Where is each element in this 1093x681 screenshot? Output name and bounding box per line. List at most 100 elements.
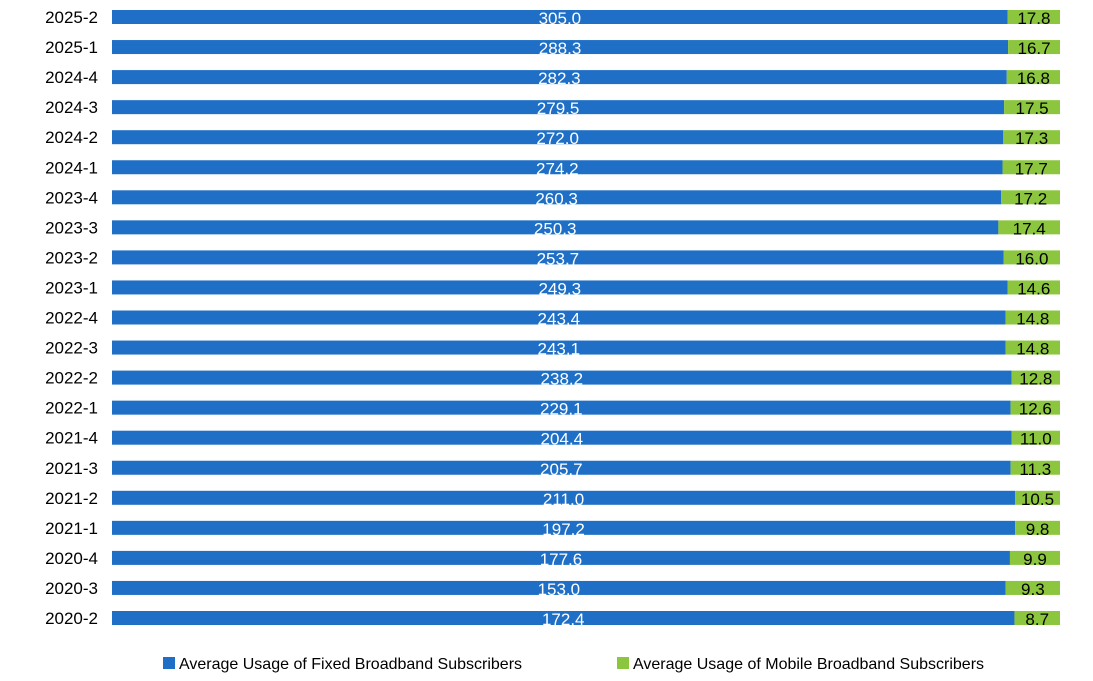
data-label-mobile: 11.0 bbox=[1020, 430, 1052, 449]
data-label-fixed: 282.3 bbox=[538, 69, 581, 88]
data-label-mobile: 14.6 bbox=[1017, 279, 1050, 298]
bar-mobile-2023-4 bbox=[1001, 190, 1060, 205]
bar-fixed-2021-4 bbox=[112, 430, 1012, 445]
data-label-fixed: 253.7 bbox=[537, 249, 580, 268]
category-label: 2021-4 bbox=[45, 429, 98, 448]
category-label: 2022-2 bbox=[45, 369, 98, 388]
category-label: 2020-4 bbox=[45, 549, 98, 568]
bar-fixed-2023-1 bbox=[112, 280, 1008, 295]
legend-label-mobile: Average Usage of Mobile Broadband Subscr… bbox=[633, 656, 984, 673]
category-label: 2021-3 bbox=[45, 459, 98, 478]
bar-fixed-2024-2 bbox=[112, 130, 1004, 145]
legend: Average Usage of Fixed Broadband Subscri… bbox=[163, 656, 984, 673]
data-label-fixed: 177.6 bbox=[540, 550, 583, 569]
data-label-mobile: 12.8 bbox=[1019, 370, 1052, 389]
bar-mobile-2020-3 bbox=[1005, 580, 1060, 595]
data-label-fixed: 305.0 bbox=[539, 9, 582, 28]
bar-mobile-2022-3 bbox=[1005, 340, 1060, 355]
legend-label-fixed: Average Usage of Fixed Broadband Subscri… bbox=[179, 656, 522, 673]
category-label: 2024-4 bbox=[45, 68, 98, 87]
bar-fixed-2024-3 bbox=[112, 100, 1005, 115]
data-label-fixed: 197.2 bbox=[542, 520, 585, 539]
data-label-fixed: 229.1 bbox=[540, 400, 583, 419]
bar-mobile-2024-1 bbox=[1002, 160, 1060, 175]
bar-mobile-2020-4 bbox=[1009, 550, 1060, 565]
bar-mobile-2021-4 bbox=[1011, 430, 1060, 445]
bar-fixed-2024-1 bbox=[112, 160, 1003, 175]
bar-fixed-2022-3 bbox=[112, 340, 1006, 355]
bar-fixed-2022-2 bbox=[112, 370, 1012, 385]
data-label-mobile: 11.3 bbox=[1019, 460, 1051, 479]
bar-mobile-2025-1 bbox=[1008, 40, 1060, 55]
data-label-fixed: 172.4 bbox=[542, 610, 585, 629]
data-label-mobile: 9.9 bbox=[1023, 550, 1047, 569]
bar-mobile-2021-3 bbox=[1010, 460, 1060, 475]
data-label-mobile: 14.8 bbox=[1016, 310, 1049, 329]
data-label-mobile: 17.8 bbox=[1017, 9, 1050, 28]
data-label-fixed: 288.3 bbox=[539, 39, 582, 58]
bar-fixed-2020-4 bbox=[112, 550, 1010, 565]
category-label: 2022-1 bbox=[45, 399, 98, 418]
bars-group bbox=[112, 10, 1060, 625]
category-label: 2023-4 bbox=[45, 188, 98, 207]
data-label-mobile: 12.6 bbox=[1019, 400, 1052, 419]
category-label: 2024-3 bbox=[45, 98, 98, 117]
data-label-fixed: 238.2 bbox=[541, 370, 584, 389]
category-label: 2020-3 bbox=[45, 579, 98, 598]
bar-mobile-2021-1 bbox=[1015, 520, 1060, 535]
data-label-mobile: 17.4 bbox=[1013, 219, 1046, 238]
bar-fixed-2022-4 bbox=[112, 310, 1006, 325]
data-label-mobile: 8.7 bbox=[1025, 610, 1049, 629]
data-label-fixed: 204.4 bbox=[541, 430, 584, 449]
category-label: 2025-1 bbox=[45, 38, 98, 57]
data-label-mobile: 17.7 bbox=[1015, 159, 1048, 178]
bar-mobile-2024-3 bbox=[1004, 100, 1060, 115]
bar-mobile-2024-2 bbox=[1003, 130, 1060, 145]
bar-fixed-2022-1 bbox=[112, 400, 1011, 415]
bar-mobile-2021-2 bbox=[1015, 490, 1060, 505]
category-label: 2023-2 bbox=[45, 248, 98, 267]
data-label-fixed: 272.0 bbox=[536, 129, 579, 148]
data-label-fixed: 250.3 bbox=[534, 219, 577, 238]
category-label: 2023-1 bbox=[45, 278, 98, 297]
legend-swatch-mobile bbox=[617, 657, 629, 669]
data-label-fixed: 274.2 bbox=[536, 159, 579, 178]
data-label-fixed: 243.4 bbox=[538, 310, 581, 329]
bar-fixed-2020-2 bbox=[112, 611, 1015, 625]
bar-mobile-2023-3 bbox=[998, 220, 1060, 235]
category-label: 2022-3 bbox=[45, 339, 98, 358]
data-label-mobile: 16.8 bbox=[1017, 69, 1050, 88]
category-label: 2025-2 bbox=[45, 8, 98, 27]
category-label: 2024-2 bbox=[45, 128, 98, 147]
category-label: 2021-1 bbox=[45, 519, 98, 538]
data-label-fixed: 153.0 bbox=[538, 580, 581, 599]
bar-fixed-2023-4 bbox=[112, 190, 1002, 205]
bar-fixed-2021-3 bbox=[112, 460, 1011, 475]
bar-fixed-2025-1 bbox=[112, 40, 1009, 55]
bar-fixed-2020-3 bbox=[112, 580, 1006, 595]
data-label-fixed: 205.7 bbox=[540, 460, 583, 479]
bar-mobile-2023-2 bbox=[1003, 250, 1060, 265]
bar-fixed-2024-4 bbox=[112, 70, 1007, 85]
category-label: 2024-1 bbox=[45, 158, 98, 177]
data-label-mobile: 17.2 bbox=[1014, 189, 1047, 208]
data-label-mobile: 9.3 bbox=[1021, 580, 1045, 599]
bar-mobile-2022-2 bbox=[1011, 370, 1060, 385]
data-label-mobile: 17.5 bbox=[1016, 99, 1049, 118]
legend-swatch-fixed bbox=[163, 657, 175, 669]
category-label: 2020-2 bbox=[45, 609, 98, 628]
data-label-fixed: 279.5 bbox=[537, 99, 580, 118]
labels-group: 2025-2 305.0 17.8 2025-1 288.3 16.7 2024-4 282.… bbox=[45, 8, 1054, 629]
bar-fixed-2023-2 bbox=[112, 250, 1004, 265]
data-label-fixed: 243.1 bbox=[538, 340, 581, 359]
category-label: 2023-3 bbox=[45, 218, 98, 237]
data-label-mobile: 14.8 bbox=[1016, 340, 1049, 359]
data-label-mobile: 10.5 bbox=[1021, 490, 1054, 509]
bar-fixed-2021-2 bbox=[112, 490, 1016, 505]
data-label-fixed: 249.3 bbox=[539, 279, 582, 298]
data-label-mobile: 17.3 bbox=[1015, 129, 1048, 148]
bar-mobile-2025-2 bbox=[1007, 10, 1060, 24]
category-label: 2022-4 bbox=[45, 309, 98, 328]
data-label-fixed: 260.3 bbox=[535, 189, 578, 208]
